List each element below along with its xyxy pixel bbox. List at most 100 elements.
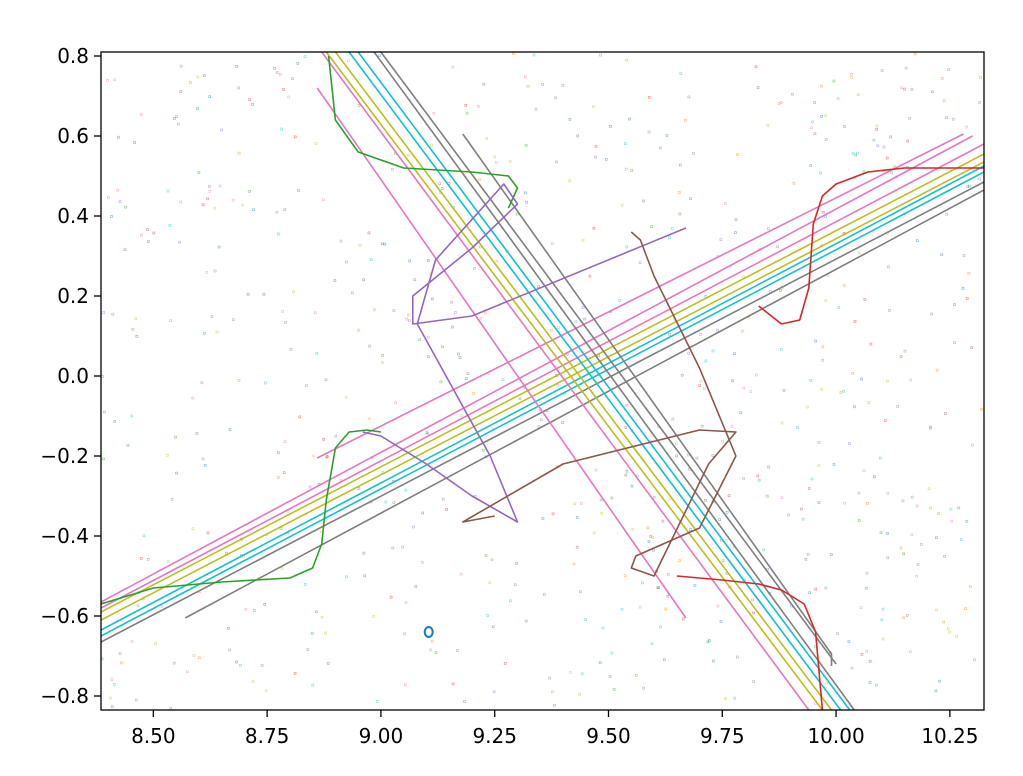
noise-point <box>580 672 584 676</box>
noise-point <box>850 72 853 76</box>
noise-point <box>133 141 136 144</box>
noise-point <box>113 78 116 82</box>
noise-point <box>620 204 624 207</box>
noise-point <box>367 231 371 235</box>
noise-point <box>465 111 469 115</box>
noise-point <box>227 626 230 630</box>
noise-point <box>515 562 518 565</box>
series-line-9 <box>325 52 824 710</box>
noise-point <box>727 494 731 498</box>
series-line-4 <box>101 135 973 603</box>
noise-point <box>293 672 297 675</box>
noise-point <box>708 639 711 642</box>
noise-point <box>210 315 214 318</box>
noise-point <box>124 205 127 209</box>
noise-point <box>801 517 805 521</box>
noise-point <box>865 571 869 575</box>
noise-point <box>534 107 538 111</box>
noise-point <box>541 83 545 86</box>
noise-point <box>692 152 695 155</box>
noise-point <box>857 251 861 255</box>
noise-point <box>568 179 572 182</box>
noise-point <box>526 84 530 88</box>
noise-point <box>206 531 210 535</box>
noise-point <box>459 572 463 576</box>
noise-point <box>905 613 909 617</box>
noise-point <box>752 680 756 683</box>
noise-point <box>512 52 515 56</box>
noise-point <box>201 203 205 207</box>
noise-point <box>625 469 629 473</box>
noise-point <box>916 563 920 566</box>
noise-point <box>244 607 248 611</box>
noise-point <box>464 377 468 381</box>
noise-point <box>404 488 408 492</box>
noise-point <box>391 168 394 171</box>
noise-point <box>965 125 968 129</box>
noise-point <box>678 212 682 216</box>
noise-point <box>650 642 654 646</box>
noise-point <box>277 232 280 236</box>
x-tick-label: 10.00 <box>807 724 864 748</box>
noise-point <box>647 130 651 134</box>
noise-point <box>842 389 846 393</box>
noise-point <box>940 77 944 80</box>
noise-point <box>825 681 828 685</box>
noise-point <box>862 469 866 473</box>
noise-point <box>684 118 687 122</box>
noise-point <box>160 605 164 608</box>
noise-point <box>485 137 489 140</box>
noise-point <box>879 531 883 534</box>
noise-point <box>836 97 840 100</box>
noise-point <box>810 477 814 481</box>
noise-point <box>935 368 939 372</box>
series-line-22 <box>362 183 687 523</box>
noise-point <box>814 339 817 343</box>
noise-point <box>123 248 127 251</box>
noise-point <box>431 297 434 301</box>
series-line-23 <box>462 231 737 577</box>
noise-point <box>782 389 786 392</box>
noise-point <box>202 331 206 335</box>
noise-point <box>929 427 932 431</box>
noise-point <box>608 675 612 678</box>
noise-point <box>418 338 421 342</box>
noise-point <box>765 494 769 498</box>
noise-point <box>967 272 971 275</box>
noise-point <box>147 240 150 243</box>
noise-point <box>949 507 953 511</box>
noise-point <box>910 88 914 91</box>
noise-point <box>741 329 744 333</box>
noise-point <box>886 492 890 495</box>
noise-point <box>837 306 841 309</box>
noise-point <box>369 258 373 261</box>
noise-point <box>280 567 284 571</box>
noise-point <box>730 425 734 428</box>
noise-point <box>850 76 853 79</box>
x-tick-label: 9.50 <box>586 724 631 748</box>
noise-point <box>142 534 146 537</box>
noise-point <box>283 208 287 211</box>
noise-point <box>293 135 297 139</box>
noise-point <box>678 163 682 167</box>
noise-point <box>232 318 235 322</box>
noise-point <box>904 66 908 70</box>
noise-point <box>152 231 156 235</box>
noise-point <box>652 548 655 552</box>
noise-point <box>438 182 442 185</box>
series-line-17 <box>380 52 837 665</box>
noise-point <box>481 448 485 452</box>
noise-point <box>345 575 348 579</box>
noise-point <box>413 278 417 282</box>
noise-point <box>357 328 360 332</box>
noise-point <box>666 573 670 576</box>
noise-point <box>887 308 891 312</box>
noise-point <box>136 604 140 608</box>
noise-point <box>739 411 743 415</box>
noise-point <box>375 700 379 703</box>
noise-point <box>228 648 231 652</box>
noise-point <box>297 189 301 192</box>
noise-point <box>198 656 201 660</box>
noise-point <box>874 683 878 687</box>
